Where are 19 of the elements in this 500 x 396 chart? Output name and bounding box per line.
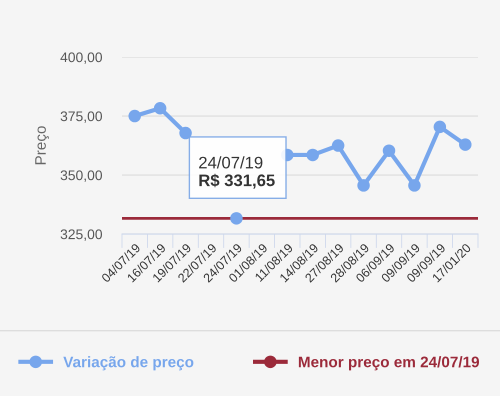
point	[382, 144, 396, 157]
y-tick-label: 400,00	[60, 52, 102, 64]
point	[408, 179, 421, 192]
y-tick-label: 350,00	[60, 170, 102, 182]
point	[128, 110, 141, 122]
point	[154, 102, 166, 114]
y-tick-label: 325,00	[60, 229, 102, 241]
y-tick-label: 375,00	[60, 111, 102, 123]
point	[434, 120, 446, 134]
y-axis-title: Preço	[35, 126, 49, 164]
legend-label: Menor preço em 24/07/19	[298, 356, 480, 370]
point	[306, 148, 319, 162]
point	[179, 126, 192, 140]
legend-label: Variação de preço	[63, 356, 194, 370]
point	[357, 179, 370, 192]
point	[332, 139, 344, 152]
point	[459, 138, 472, 151]
point	[230, 212, 243, 225]
annotation: 24/07/19 R$ 331,65	[199, 156, 275, 189]
